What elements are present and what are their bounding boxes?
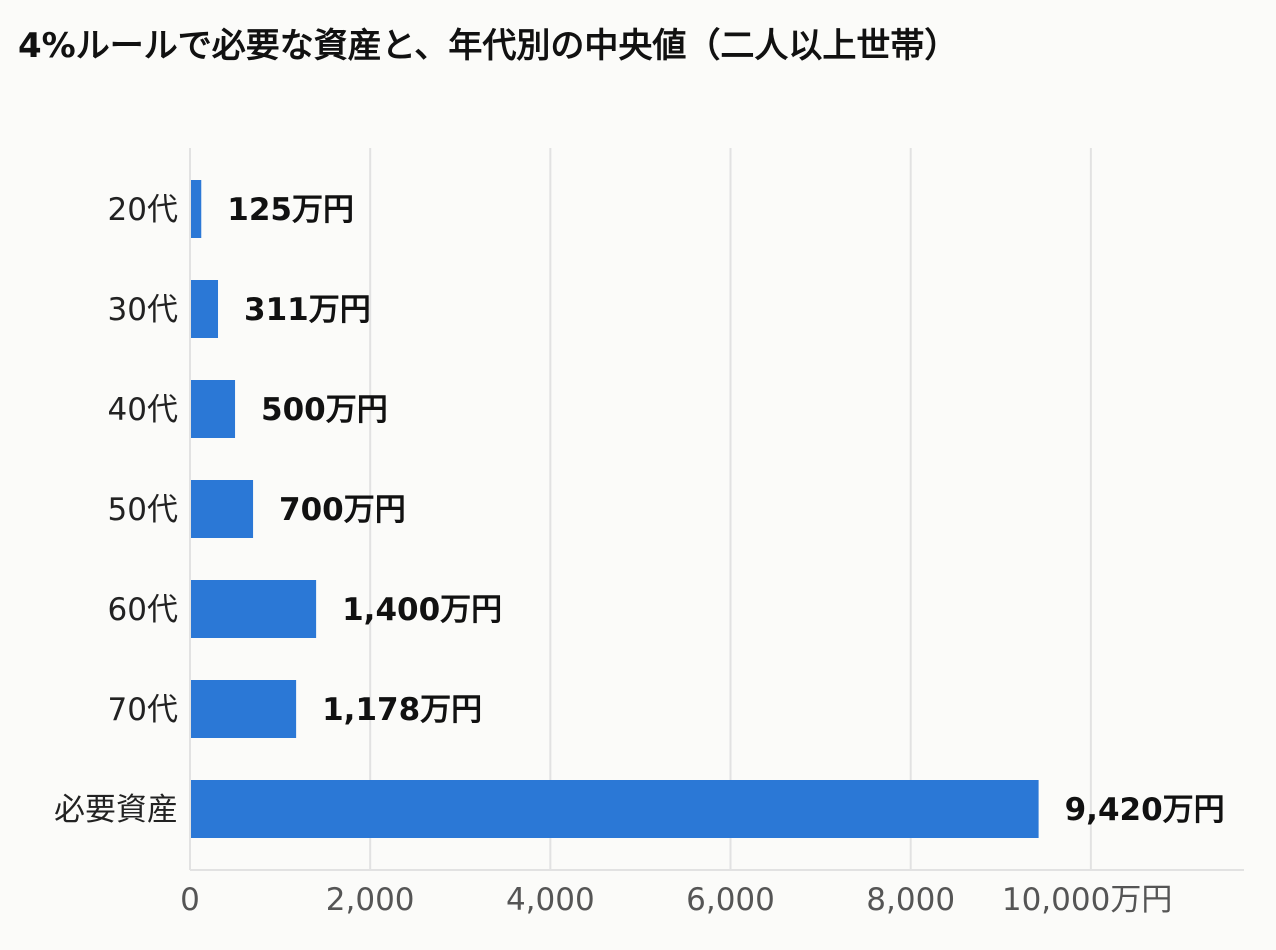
data-label: 700万円 [279, 492, 406, 528]
data-label: 311万円 [244, 292, 371, 328]
x-tick-label: 8,000 [866, 882, 955, 918]
bar [190, 780, 1039, 838]
data-label: 125万円 [227, 192, 354, 228]
bar [190, 480, 254, 538]
category-label: 70代 [108, 692, 178, 728]
axes [189, 148, 1244, 871]
category-label: 50代 [108, 492, 178, 528]
data-labels: 125万円 311万円 500万円 700万円 1,400万円 1,178万円 9,420万… [227, 192, 1224, 828]
x-tick-label: 10,000万円 [1002, 882, 1172, 918]
x-tick-label: 2,000 [326, 882, 415, 918]
bar [190, 380, 236, 438]
category-label: 60代 [108, 592, 178, 628]
x-tick-labels: 0 2,000 4,000 6,000 8,000 10,000万円 [180, 882, 1172, 918]
category-label: 必要資産 [54, 792, 178, 828]
bar [190, 180, 202, 238]
bar [190, 680, 297, 738]
bar [190, 580, 317, 638]
category-label: 20代 [108, 192, 178, 228]
data-label: 9,420万円 [1065, 792, 1225, 828]
bar [190, 280, 219, 338]
category-label: 30代 [108, 292, 178, 328]
gridlines [369, 148, 1092, 870]
data-label: 1,178万円 [322, 692, 482, 728]
chart-title: 4%ルールで必要な資産と、年代別の中央値（二人以上世帯） [18, 26, 959, 66]
x-tick-label: 4,000 [506, 882, 595, 918]
x-tick-label: 6,000 [686, 882, 775, 918]
bars [190, 180, 1039, 838]
data-label: 1,400万円 [342, 592, 502, 628]
data-label: 500万円 [261, 392, 388, 428]
category-label: 40代 [108, 392, 178, 428]
x-tick-label: 0 [180, 882, 200, 918]
